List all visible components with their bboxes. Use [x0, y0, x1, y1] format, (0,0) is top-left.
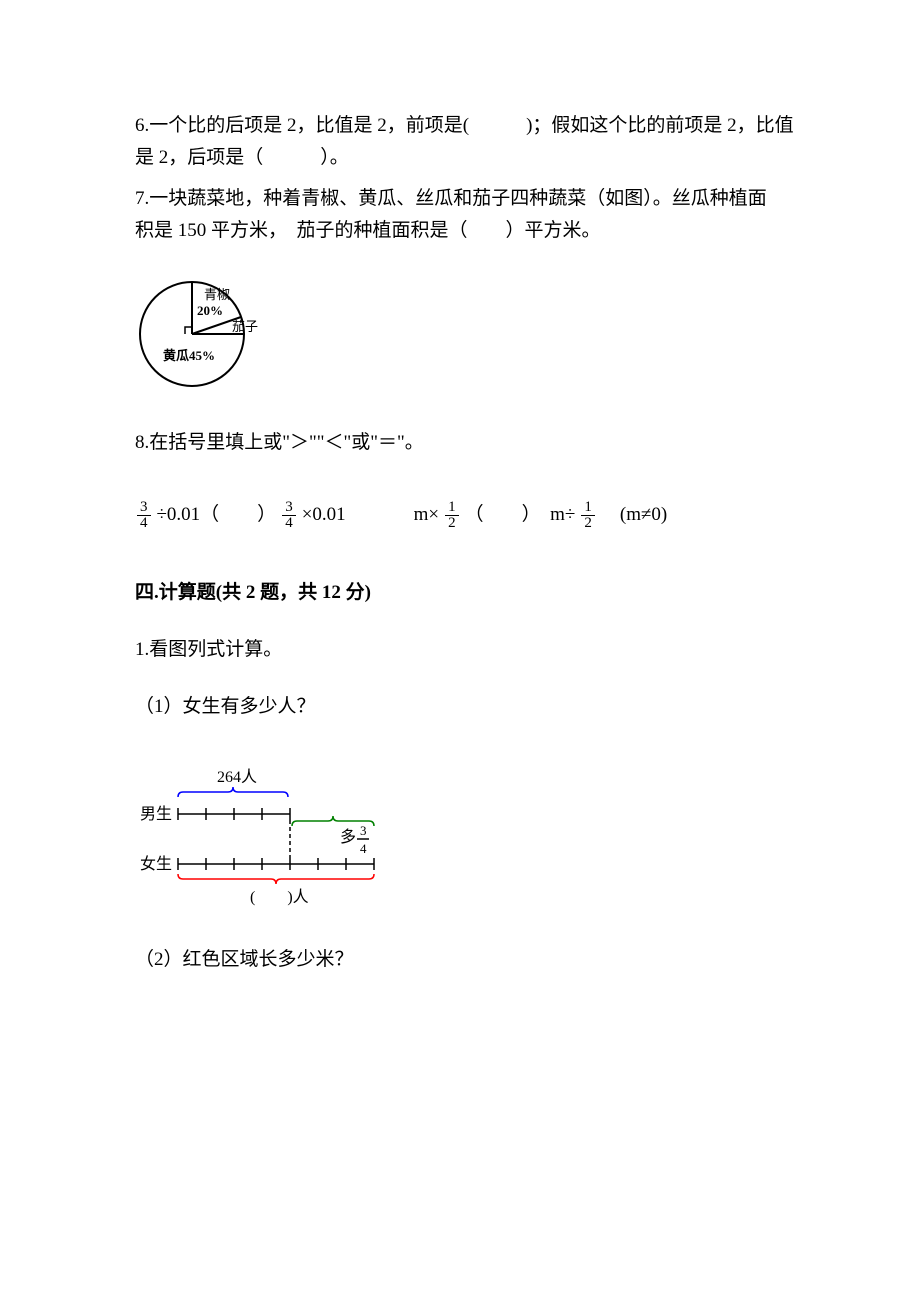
bottom-brace — [178, 874, 374, 884]
pie-chart: 青椒 20% 茄子 黄瓜45% — [135, 277, 250, 392]
pie-label-qingjiao: 青椒 — [204, 287, 230, 302]
formula-part2b: （ ） m÷ — [465, 499, 576, 531]
frac-1-2-b: 1 2 — [581, 500, 595, 531]
frac-den: 4 — [282, 516, 296, 531]
pie-chart-container: 青椒 20% 茄子 黄瓜45% — [135, 277, 795, 392]
q7-line2: 积是 150 平方米， 茄子的种植面积是（ ）平方米。 — [135, 215, 795, 247]
section-4-header: 四.计算题(共 2 题，共 12 分) — [135, 577, 795, 609]
formula-part2a: m× — [414, 499, 440, 531]
formula-part2c: (m≠0) — [601, 499, 667, 531]
male-label: 男生 — [140, 805, 172, 823]
extra-frac-num: 3 — [360, 823, 367, 838]
frac-den: 2 — [445, 516, 459, 531]
frac-3-4-b: 3 4 — [282, 500, 296, 531]
question-6: 6.一个比的后项是 2，比值是 2，前项是( )；假如这个比的前项是 2，比值是… — [135, 110, 795, 175]
frac-num: 1 — [581, 500, 595, 516]
q6-text: 6.一个比的后项是 2，比值是 2，前项是( )；假如这个比的前项是 2，比值是… — [135, 115, 794, 168]
pie-label-qingjiao-pct: 20% — [197, 303, 223, 318]
q8-text: 8.在括号里填上或"＞""＜"或"＝"。 — [135, 427, 795, 459]
formula-part1a: ÷0.01（ ） — [157, 499, 277, 531]
pie-label-huanggua: 黄瓜45% — [163, 348, 215, 363]
frac-num: 1 — [445, 500, 459, 516]
q8-formula: 3 4 ÷0.01（ ） 3 4 ×0.01 m× 1 2 （ ） m÷ 1 2… — [135, 499, 795, 531]
frac-1-2-a: 1 2 — [445, 500, 459, 531]
formula-part1b: ×0.01 — [302, 499, 346, 531]
bar-diagram: 264人 男生 多 3 4 女生 — [135, 764, 415, 909]
frac-num: 3 — [137, 500, 151, 516]
pie-label-qiezi: 茄子 — [232, 319, 258, 334]
top-label: 264人 — [217, 768, 257, 786]
female-label: 女生 — [140, 854, 172, 873]
section4-q1-sub2: （2）红色区域长多少米？ — [135, 944, 795, 976]
bottom-label: ( )人 — [250, 888, 309, 906]
frac-3-4-a: 3 4 — [137, 500, 151, 531]
top-brace — [178, 787, 288, 797]
frac-den: 2 — [581, 516, 595, 531]
frac-num: 3 — [282, 500, 296, 516]
extra-frac-den: 4 — [360, 841, 367, 856]
question-7: 7.一块蔬菜地，种着青椒、黄瓜、丝瓜和茄子四种蔬菜（如图）。丝瓜种植面 积是 1… — [135, 183, 795, 393]
section4-q1-text: 1.看图列式计算。 — [135, 634, 795, 666]
section4-q1-sub1: （1）女生有多少人？ — [135, 691, 795, 723]
extra-label-prefix: 多 — [340, 828, 356, 846]
frac-den: 4 — [137, 516, 151, 531]
pie-chart-svg: 青椒 20% 茄子 黄瓜45% — [135, 277, 260, 392]
question-8: 8.在括号里填上或"＞""＜"或"＝"。 3 4 ÷0.01（ ） 3 4 ×0… — [135, 427, 795, 532]
q7-line1: 7.一块蔬菜地，种着青椒、黄瓜、丝瓜和茄子四种蔬菜（如图）。丝瓜种植面 — [135, 183, 795, 215]
bar-diagram-svg: 264人 男生 多 3 4 女生 — [135, 764, 425, 914]
